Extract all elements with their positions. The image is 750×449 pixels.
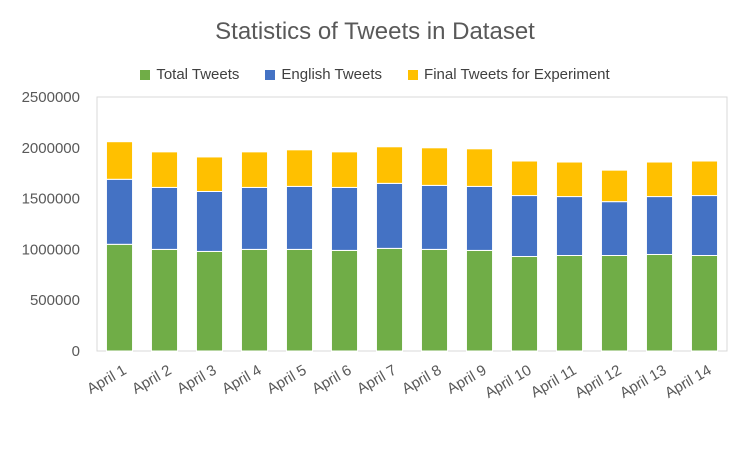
bar-segment [555, 254, 584, 352]
x-tick-label: April 14 [662, 362, 715, 402]
bar-segment [420, 147, 449, 186]
bar-segment [375, 247, 404, 352]
legend: Total Tweets English Tweets Final Tweets… [0, 66, 750, 83]
x-tick-label: April 3 [174, 362, 219, 398]
x-tick-label: April 2 [129, 362, 174, 398]
bar-segment [645, 196, 674, 255]
legend-swatch-total-tweets [140, 69, 151, 80]
bar-segment [420, 248, 449, 352]
bar-segment [600, 201, 629, 256]
bar-segment [240, 248, 269, 352]
bar-segment [465, 249, 494, 352]
y-tick-label: 0 [72, 343, 80, 360]
bar-segment [690, 195, 719, 256]
bar-segment [375, 146, 404, 184]
bar-segment [240, 151, 269, 188]
bar-segment [330, 186, 359, 251]
y-tick-label: 500000 [30, 292, 80, 309]
bar-segment [375, 182, 404, 249]
bar-segment [555, 161, 584, 198]
x-tick-label: April 1 [84, 362, 129, 398]
bar-segment [600, 254, 629, 352]
legend-label-total-tweets: Total Tweets [156, 66, 240, 83]
chart-title: Statistics of Tweets in Dataset [215, 18, 535, 45]
legend-label-english-tweets: English Tweets [281, 66, 383, 83]
x-tick-label: April 7 [354, 362, 399, 398]
x-tick-label: April 5 [264, 362, 309, 398]
bar-segment [645, 161, 674, 198]
legend-item-final-tweets: Final Tweets for Experiment [408, 66, 610, 83]
bar-segment [330, 151, 359, 188]
bar-segment [510, 195, 539, 258]
bar-segment [510, 160, 539, 197]
bar-segment [150, 186, 179, 250]
x-tick-label: April 8 [399, 362, 444, 398]
bar-segment [105, 243, 134, 352]
bar-segment [195, 250, 224, 352]
x-tick-label: April 11 [528, 362, 580, 402]
y-tick-label: 1000000 [22, 241, 80, 258]
x-tick-label: April 9 [444, 362, 489, 398]
bar-segment [690, 160, 719, 197]
bar-segment [285, 248, 314, 352]
bar-segment [240, 186, 269, 250]
legend-swatch-english-tweets [265, 69, 276, 80]
bar-segment [150, 151, 179, 188]
bar-segment [330, 249, 359, 352]
x-tick-label: April 13 [617, 362, 670, 402]
legend-label-final-tweets: Final Tweets for Experiment [424, 66, 610, 83]
y-tick-label: 2500000 [22, 89, 80, 106]
plot-frame [96, 96, 728, 352]
bar-segment [105, 178, 134, 245]
legend-swatch-final-tweets [408, 69, 419, 80]
bar-segment [150, 248, 179, 352]
x-tick-label: April 12 [572, 362, 625, 402]
x-tick-label: April 6 [309, 362, 354, 398]
bar-segment [195, 156, 224, 192]
bar-segment [285, 149, 314, 187]
bar-segment [195, 190, 224, 252]
y-tick-label: 2000000 [22, 140, 80, 157]
bar-segment [105, 141, 134, 180]
bar-segment [645, 253, 674, 352]
bar-segment [510, 256, 539, 352]
bar-segment [600, 169, 629, 203]
legend-item-total-tweets: Total Tweets [140, 66, 239, 83]
y-tick-label: 1500000 [22, 191, 80, 208]
bar-segment [465, 185, 494, 251]
bar-segment [420, 184, 449, 250]
legend-item-english-tweets: English Tweets [265, 66, 382, 83]
bar-segment [690, 254, 719, 352]
x-tick-label: April 10 [482, 362, 535, 402]
bar-segment [465, 148, 494, 187]
x-tick-label: April 4 [219, 362, 264, 398]
bar-segment [555, 196, 584, 256]
bar-segment [285, 185, 314, 250]
